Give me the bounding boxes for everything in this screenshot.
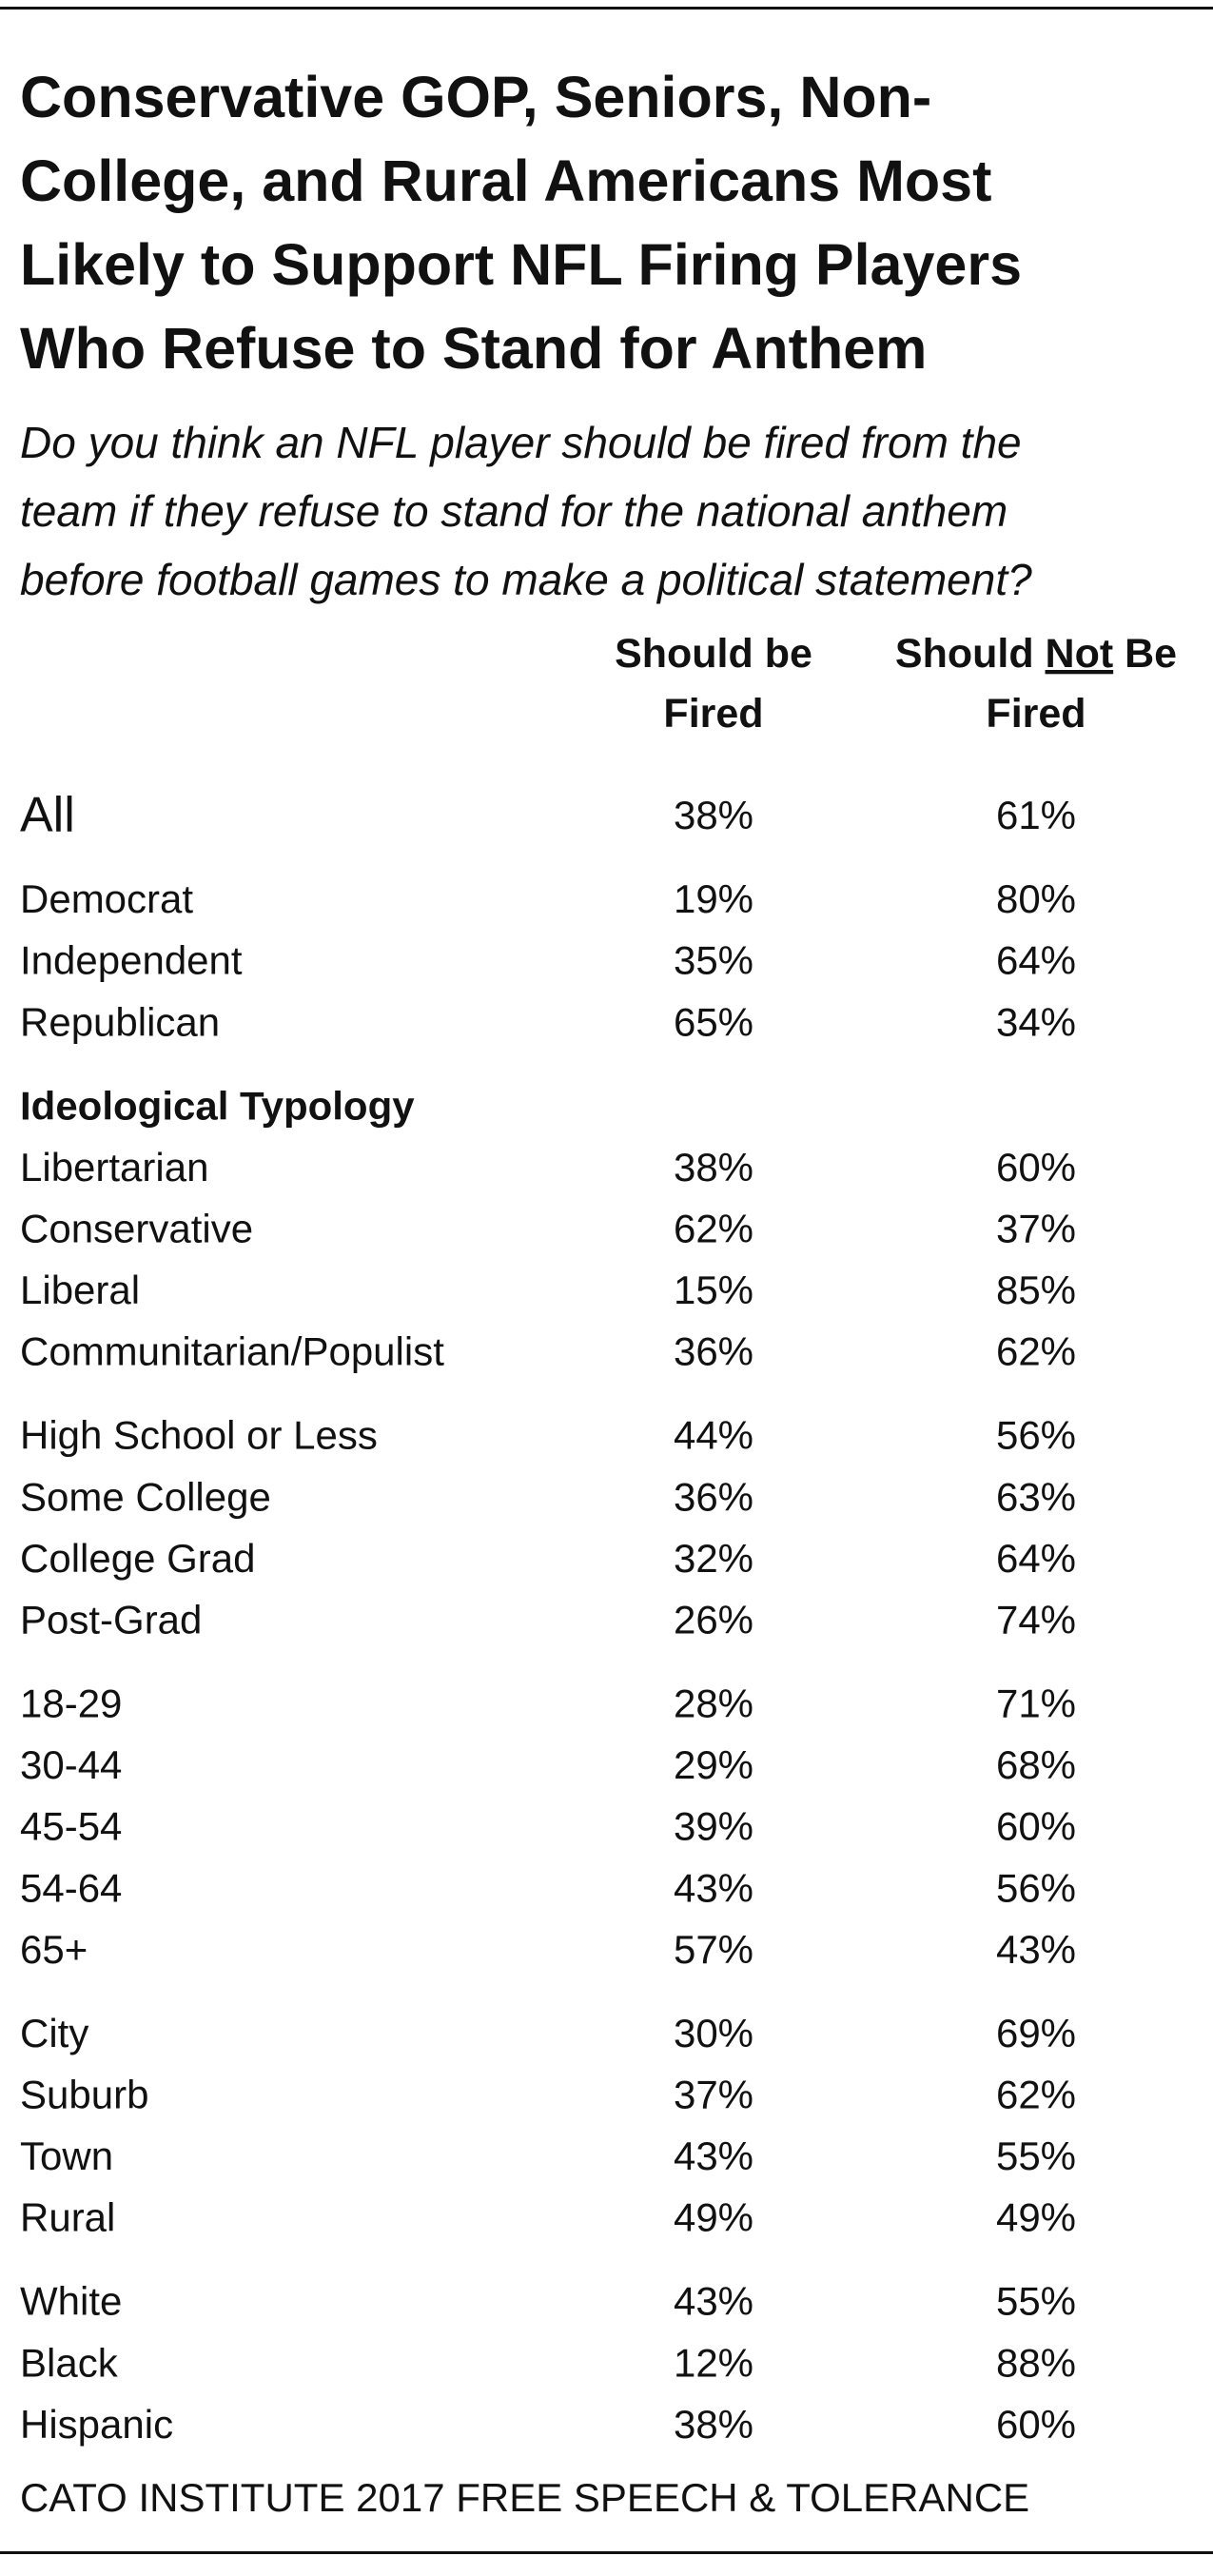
cell-value: 32%	[674, 1536, 753, 1581]
cell-value: 43%	[674, 1865, 753, 1910]
row-label: Black	[20, 2340, 119, 2385]
cell-value: 56%	[996, 1865, 1076, 1910]
subtitle-line: team if they refuse to stand for the nat…	[20, 486, 1008, 536]
cell-value: 62%	[996, 2072, 1076, 2116]
cell-value: 60%	[996, 1145, 1076, 1190]
cell-value: 64%	[996, 1536, 1076, 1581]
row-label: All	[20, 788, 75, 843]
cell-value: 88%	[996, 2340, 1076, 2385]
title-line: College, and Rural Americans Most	[20, 148, 991, 213]
cell-value: 39%	[674, 1804, 753, 1849]
cell-value: 62%	[996, 1329, 1076, 1374]
cell-value: 62%	[674, 1206, 753, 1250]
cell-value: 38%	[674, 793, 753, 837]
row-label: Republican	[20, 999, 220, 1044]
cell-value: 44%	[674, 1413, 753, 1458]
cell-value: 61%	[996, 793, 1076, 837]
cell-value: 36%	[674, 1474, 753, 1519]
row-label: Some College	[20, 1474, 271, 1519]
row-label: 45-54	[20, 1804, 122, 1849]
cell-value: 28%	[674, 1681, 753, 1725]
cell-value: 85%	[996, 1268, 1076, 1312]
title-line: Conservative GOP, Seniors, Non-	[20, 65, 931, 129]
cell-value: 60%	[996, 2402, 1076, 2447]
row-label: Liberal	[20, 1268, 140, 1312]
title-line: Who Refuse to Stand for Anthem	[20, 316, 927, 381]
cell-value: 37%	[674, 2072, 753, 2116]
row-label: 30-44	[20, 1742, 122, 1787]
bottom-rule	[0, 2551, 1213, 2554]
row-label: 54-64	[20, 1865, 122, 1910]
header-part: Not	[1046, 631, 1114, 677]
cell-value: 15%	[674, 1268, 753, 1312]
cell-value: 68%	[996, 1742, 1076, 1787]
cell-value: 30%	[674, 2011, 753, 2055]
cell-value: 55%	[996, 2279, 1076, 2324]
column-header: Should be	[615, 631, 812, 677]
cell-value: 69%	[996, 2011, 1076, 2055]
row-label: 18-29	[20, 1681, 122, 1725]
cell-value: 65%	[674, 999, 753, 1044]
subtitle-line: Do you think an NFL player should be fir…	[20, 418, 1022, 467]
cell-value: 71%	[996, 1681, 1076, 1725]
row-label: Libertarian	[20, 1145, 208, 1190]
cell-value: 34%	[996, 999, 1076, 1044]
cell-value: 55%	[996, 2134, 1076, 2178]
cell-value: 19%	[674, 876, 753, 921]
row-label: College Grad	[20, 1536, 255, 1581]
cell-value: 38%	[674, 1145, 753, 1190]
cell-value: 60%	[996, 1804, 1076, 1849]
cell-value: 63%	[996, 1474, 1076, 1519]
row-label: Rural	[20, 2195, 115, 2240]
header-part: Should	[895, 631, 1046, 677]
row-label: City	[20, 2011, 88, 2055]
cell-value: 64%	[996, 938, 1076, 983]
column-header: Fired	[986, 691, 1086, 737]
cell-value: 57%	[674, 1927, 753, 1972]
row-label: Hispanic	[20, 2402, 173, 2447]
cell-value: 80%	[996, 876, 1076, 921]
cell-value: 35%	[674, 938, 753, 983]
cell-value: 26%	[674, 1597, 753, 1642]
cell-value: 49%	[996, 2195, 1076, 2240]
row-label: Communitarian/Populist	[20, 1329, 444, 1374]
row-label: White	[20, 2279, 122, 2324]
cell-value: 36%	[674, 1329, 753, 1374]
header-part: Fired	[986, 691, 1086, 737]
group-heading: Ideological Typology	[20, 1083, 415, 1128]
row-label: Democrat	[20, 876, 193, 921]
row-label: 65+	[20, 1927, 88, 1972]
cell-value: 43%	[674, 2279, 753, 2324]
cell-value: 37%	[996, 1206, 1076, 1250]
subtitle-line: before football games to make a politica…	[20, 555, 1032, 604]
cell-value: 38%	[674, 2402, 753, 2447]
column-header: Fired	[663, 691, 763, 737]
row-label: High School or Less	[20, 1413, 378, 1458]
cell-value: 74%	[996, 1597, 1076, 1642]
title-line: Likely to Support NFL Firing Players	[20, 232, 1022, 297]
header-part: Should be	[615, 631, 812, 677]
source-note: CATO INSTITUTE 2017 FREE SPEECH & TOLERA…	[20, 2475, 1029, 2520]
cell-value: 12%	[674, 2340, 753, 2385]
cell-value: 43%	[996, 1927, 1076, 1972]
cell-value: 43%	[674, 2134, 753, 2178]
row-label: Conservative	[20, 1206, 253, 1250]
top-rule	[0, 7, 1213, 10]
cell-value: 49%	[674, 2195, 753, 2240]
column-header: Should Not Be	[895, 631, 1177, 677]
cell-value: 29%	[674, 1742, 753, 1787]
row-label: Town	[20, 2134, 113, 2178]
row-label: Suburb	[20, 2072, 148, 2116]
header-part: Fired	[663, 691, 763, 737]
row-label: Post-Grad	[20, 1597, 202, 1642]
cell-value: 56%	[996, 1413, 1076, 1458]
row-label: Independent	[20, 938, 243, 983]
header-part: Be	[1113, 631, 1177, 677]
